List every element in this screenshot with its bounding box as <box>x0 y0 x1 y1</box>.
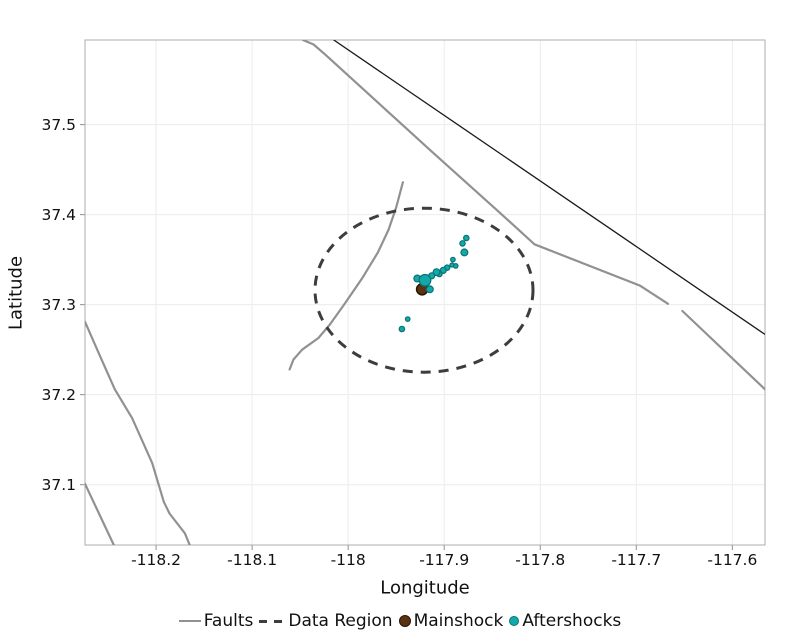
y-tick-label: 37.3 <box>41 296 76 314</box>
legend-label-mainshock: Mainshock <box>413 611 504 631</box>
aftershocks-point <box>418 273 432 287</box>
aftershocks-point <box>460 248 469 257</box>
x-tick-label: -117.7 <box>611 551 661 569</box>
aftershocks-point <box>459 240 466 247</box>
legend-label-data-region: Data Region <box>288 611 393 631</box>
legend-item-data-region: Data Region <box>259 611 393 631</box>
data-region-dash-swatch <box>259 619 286 623</box>
x-tick-label: -118.1 <box>227 551 277 569</box>
x-tick-label: -118 <box>331 551 366 569</box>
y-tick-label: 37.4 <box>41 206 76 224</box>
aftershocks-point <box>425 285 434 294</box>
faults-line <box>288 181 404 371</box>
mainshock-dot-swatch <box>398 615 411 627</box>
plot-data-layer <box>85 40 765 545</box>
aftershocks-point <box>450 256 456 263</box>
faults-line <box>301 40 670 305</box>
faults-line <box>681 309 765 391</box>
y-axis-title: Latitude <box>5 255 27 331</box>
legend-label-aftershocks: Aftershocks <box>522 611 622 631</box>
aftershocks-point <box>404 316 411 323</box>
x-tick-label: -117.9 <box>419 551 469 569</box>
aftershocks-dot-swatch <box>509 616 520 626</box>
y-tick-label: 37.5 <box>41 116 76 134</box>
legend-label-faults: Faults <box>203 611 254 631</box>
legend: Faults Data Region Mainshock Aftershocks <box>0 609 800 633</box>
legend-item-faults: Faults <box>178 611 254 631</box>
aftershocks-point <box>398 325 406 333</box>
aftershocks-point <box>462 234 470 242</box>
plot-border <box>84 39 766 546</box>
legend-item-mainshock: Mainshock <box>398 611 504 631</box>
x-tick-label: -118.2 <box>131 551 181 569</box>
faults-line-swatch <box>178 619 201 623</box>
boundary-line-line <box>333 40 765 336</box>
x-tick-label: -117.6 <box>707 551 757 569</box>
aftershocks-point <box>432 268 441 277</box>
x-tick-label: -117.8 <box>515 551 565 569</box>
legend-item-aftershocks: Aftershocks <box>509 611 621 631</box>
faults-line <box>85 320 191 545</box>
faults-line <box>85 482 115 545</box>
aftershocks-point <box>449 262 455 268</box>
y-tick-label: 37.1 <box>41 476 76 494</box>
y-tick-label: 37.2 <box>41 386 76 404</box>
x-axis-title: Longitude <box>380 577 470 599</box>
data-region-ellipse <box>313 206 535 374</box>
